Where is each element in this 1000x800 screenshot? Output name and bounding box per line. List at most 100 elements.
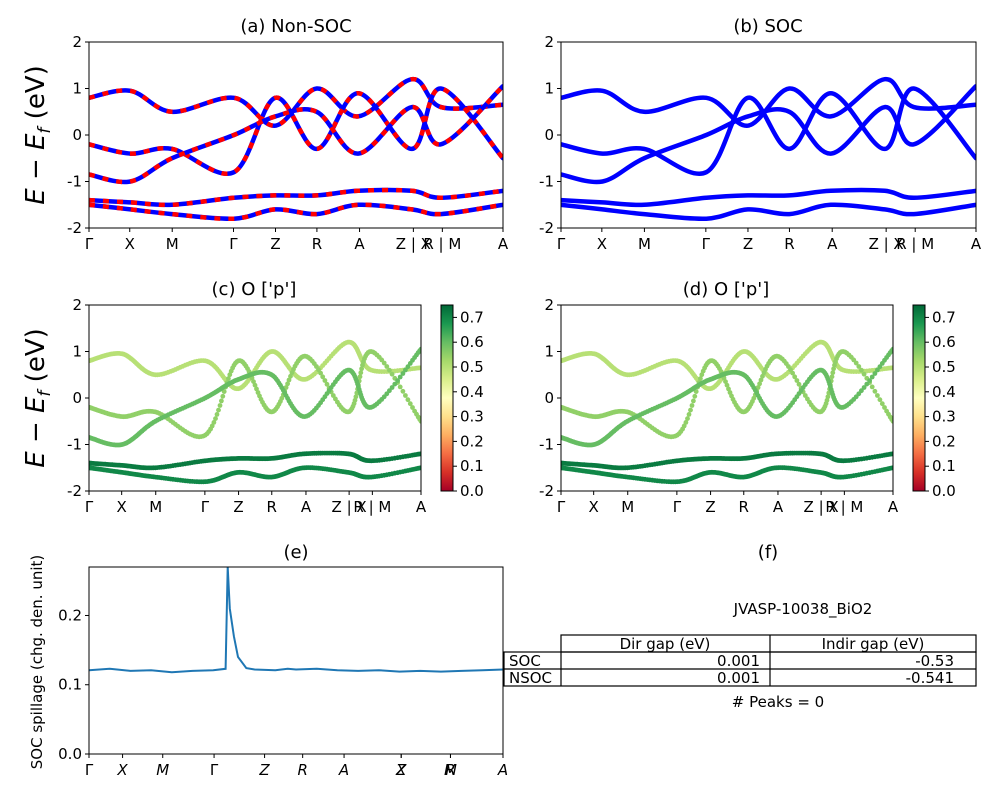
xtick-label: Z bbox=[258, 761, 270, 779]
band-point bbox=[856, 364, 862, 369]
xtick-label: Z bbox=[705, 498, 715, 516]
ytick-label: -2 bbox=[539, 219, 554, 237]
band-point bbox=[214, 412, 220, 417]
band-point bbox=[397, 384, 403, 390]
panel-d-projected-bands: -2 -1 0 1 2 Γ X M Γ Z R A Z | XR | M A bbox=[539, 296, 899, 516]
ytick-label: -2 bbox=[539, 482, 554, 500]
band-point bbox=[288, 373, 293, 379]
ytick-label: -2 bbox=[67, 482, 82, 500]
ytick-label: -1 bbox=[67, 173, 82, 191]
band-line-dashed bbox=[89, 84, 503, 185]
xtick-label: Z | X bbox=[869, 235, 904, 253]
xtick-label: Γ bbox=[557, 498, 566, 516]
band-point bbox=[320, 374, 326, 380]
table-cell: -0.53 bbox=[915, 652, 954, 670]
band-point bbox=[407, 401, 413, 407]
xtick-label: R bbox=[297, 761, 307, 779]
band-point bbox=[875, 393, 880, 398]
band-line bbox=[89, 202, 503, 222]
colorbar-tick-label: 0.1 bbox=[932, 457, 956, 475]
band-point bbox=[869, 374, 875, 380]
band-point bbox=[757, 381, 762, 387]
xtick-label: Z bbox=[270, 235, 280, 253]
ylabel-row1: E − Ef (eV) bbox=[21, 65, 55, 205]
xtick-label: R | M bbox=[353, 498, 391, 516]
band-point bbox=[726, 386, 731, 392]
band-point bbox=[825, 394, 831, 400]
band-point bbox=[220, 393, 226, 399]
band-point bbox=[405, 364, 411, 370]
band-point bbox=[400, 371, 406, 376]
xtick-label: M bbox=[638, 235, 651, 253]
xtick-label: R bbox=[312, 235, 322, 253]
band-point bbox=[724, 382, 730, 388]
band-point bbox=[877, 364, 883, 370]
colorbar-tick-label: 0.3 bbox=[460, 408, 484, 426]
ytick-label: 0 bbox=[72, 389, 82, 407]
band-point bbox=[410, 405, 415, 410]
band-point bbox=[353, 394, 359, 400]
xtick-label: X bbox=[597, 235, 607, 253]
band-point bbox=[685, 416, 690, 421]
band-point bbox=[358, 370, 364, 376]
xtick-label: A bbox=[338, 761, 349, 779]
xtick-label: A bbox=[827, 235, 838, 253]
xtick-label: Γ bbox=[201, 498, 210, 516]
xtick-label: Z | X bbox=[396, 235, 431, 253]
ytick-label: -1 bbox=[539, 173, 554, 191]
band-point bbox=[211, 420, 217, 425]
panel-e-spillage: 0.00.10.2Γ X M Γ Z R A ZX RM A bbox=[58, 566, 508, 779]
spillage-line bbox=[88, 566, 504, 674]
table-cell: 0.001 bbox=[717, 669, 760, 687]
band-point bbox=[683, 420, 689, 425]
band-point bbox=[387, 367, 392, 373]
band-point bbox=[859, 367, 864, 373]
xtick-label: Z | X bbox=[332, 498, 367, 516]
xtick-label: Γ bbox=[229, 235, 238, 253]
band-point bbox=[395, 378, 400, 383]
band-point bbox=[221, 389, 227, 394]
ytick-label: 0.2 bbox=[58, 606, 82, 624]
band-point bbox=[861, 385, 867, 390]
spillage-ylabel: SOC spillage (chg. den. unit) bbox=[28, 555, 46, 770]
axes-frame bbox=[88, 41, 504, 229]
band-point bbox=[760, 373, 765, 379]
gap-table: Dir gap (eV) Indir gap (eV) SOC 0.001 -0… bbox=[503, 634, 977, 687]
colorbar-tick-label: 0.6 bbox=[932, 333, 956, 351]
band-point bbox=[384, 364, 390, 369]
xtick-label: Z bbox=[743, 235, 753, 253]
ytick-label: 0.1 bbox=[58, 676, 82, 694]
band-point bbox=[389, 371, 395, 377]
xtick-label: A bbox=[971, 235, 982, 253]
panel-a-title: (a) Non-SOC bbox=[240, 16, 351, 37]
band-point bbox=[392, 381, 398, 387]
band-point bbox=[691, 398, 696, 404]
band-point bbox=[418, 346, 421, 352]
band-point bbox=[387, 388, 392, 394]
band-point bbox=[879, 401, 885, 407]
band-point bbox=[219, 398, 224, 404]
band-point bbox=[872, 388, 878, 394]
table-header-dir: Dir gap (eV) bbox=[620, 635, 711, 653]
band-line-dashed bbox=[89, 76, 503, 128]
colorbar-tick-label: 0.4 bbox=[460, 383, 484, 401]
xtick-label: A bbox=[416, 498, 427, 516]
band-point bbox=[397, 374, 403, 380]
band-point bbox=[890, 418, 893, 424]
xtick-label: X bbox=[589, 498, 599, 516]
table-cell: 0.001 bbox=[717, 652, 760, 670]
band-line bbox=[561, 83, 976, 185]
band-point bbox=[859, 388, 864, 394]
ytick-label: 1 bbox=[544, 343, 554, 361]
band-lines bbox=[89, 76, 503, 222]
xtick-label: A bbox=[301, 498, 312, 516]
colorbar-tick-label: 0.5 bbox=[460, 358, 484, 376]
xtick-label: Z bbox=[233, 498, 243, 516]
ytick-label: 0.0 bbox=[58, 745, 82, 763]
band-point bbox=[692, 393, 698, 399]
panel-c-projected-bands: -2 -1 0 1 2 Γ X M Γ Z R A Z | XR | M A bbox=[67, 296, 427, 516]
xtick-label: A bbox=[773, 498, 784, 516]
ytick-label: 2 bbox=[72, 33, 82, 51]
band-point bbox=[357, 374, 363, 380]
panel-e-title: (e) bbox=[283, 542, 308, 563]
